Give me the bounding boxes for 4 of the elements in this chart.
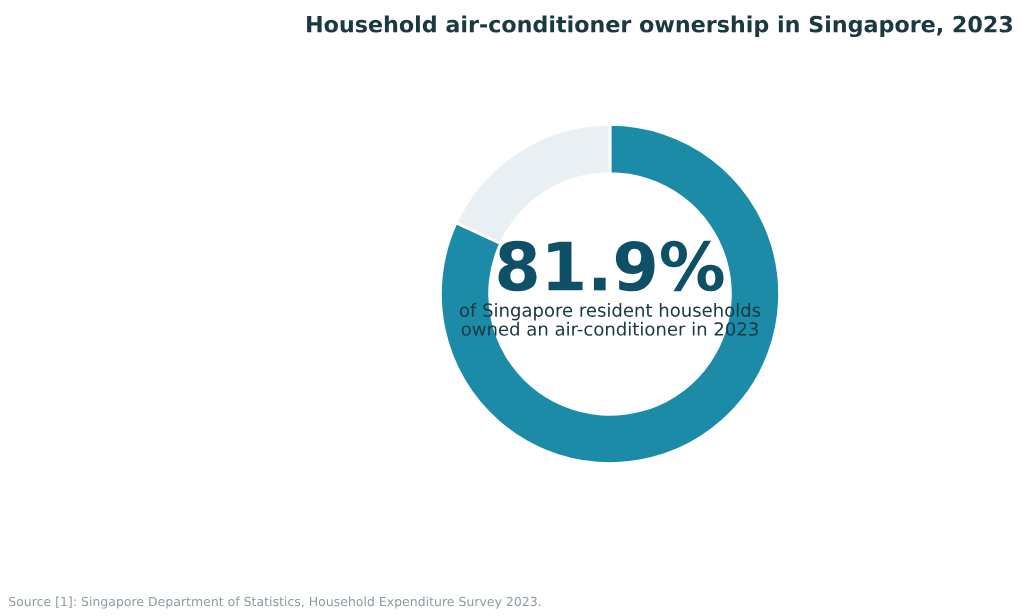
donut-slice xyxy=(439,123,781,465)
source-note: Source [1]: Singapore Department of Statistics, Household Expenditure Survey 2023. xyxy=(9,596,541,609)
data-label: 81.9% xyxy=(498,240,724,292)
chart-title: Household air-conditioner ownership in Singapore, 2023 xyxy=(307,15,1012,38)
